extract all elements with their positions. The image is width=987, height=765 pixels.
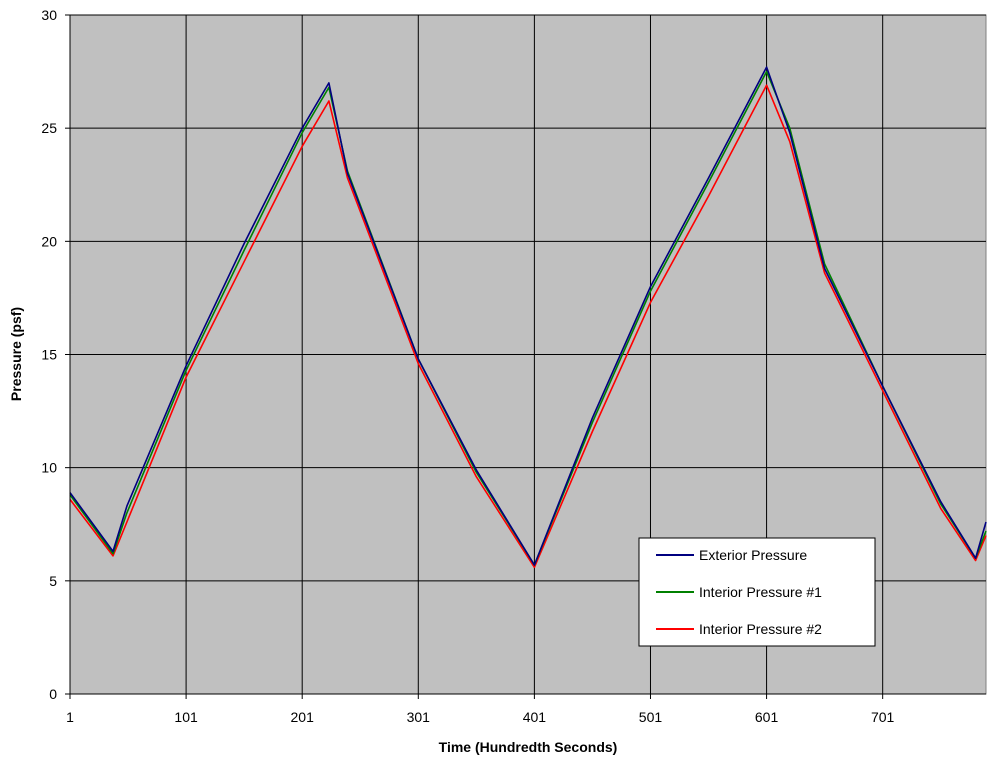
legend-label-interior-2: Interior Pressure #2 bbox=[699, 621, 822, 637]
legend-label-interior-1: Interior Pressure #1 bbox=[699, 584, 822, 600]
y-axis-title: Pressure (psf) bbox=[8, 307, 24, 401]
y-tick-label: 10 bbox=[41, 460, 57, 476]
series-lines bbox=[69, 66, 987, 569]
legend: Exterior Pressure Interior Pressure #1 I… bbox=[638, 537, 876, 647]
x-tick-label: 101 bbox=[174, 709, 198, 725]
x-tick-label: 601 bbox=[755, 709, 779, 725]
x-tick-label: 1 bbox=[66, 709, 74, 725]
x-axis-ticks: 1 101 201 301 401 501 601 701 bbox=[66, 694, 895, 725]
y-tick-label: 20 bbox=[41, 233, 57, 249]
x-tick-label: 201 bbox=[291, 709, 315, 725]
x-tick-label: 301 bbox=[407, 709, 431, 725]
x-tick-label: 501 bbox=[639, 709, 663, 725]
legend-label-exterior: Exterior Pressure bbox=[699, 547, 807, 563]
y-tick-label: 0 bbox=[49, 686, 57, 702]
y-tick-label: 25 bbox=[41, 120, 57, 136]
x-tick-label: 701 bbox=[871, 709, 895, 725]
series-line-exterior-pressure bbox=[69, 66, 987, 566]
x-axis-title: Time (Hundredth Seconds) bbox=[439, 739, 618, 755]
y-tick-label: 15 bbox=[41, 347, 57, 363]
y-axis-ticks: 0 5 10 15 20 25 30 bbox=[41, 7, 70, 702]
series-line-interior-pressure-2 bbox=[69, 84, 987, 569]
y-tick-label: 30 bbox=[41, 7, 57, 23]
y-tick-label: 5 bbox=[49, 573, 57, 589]
x-tick-label: 401 bbox=[523, 709, 547, 725]
